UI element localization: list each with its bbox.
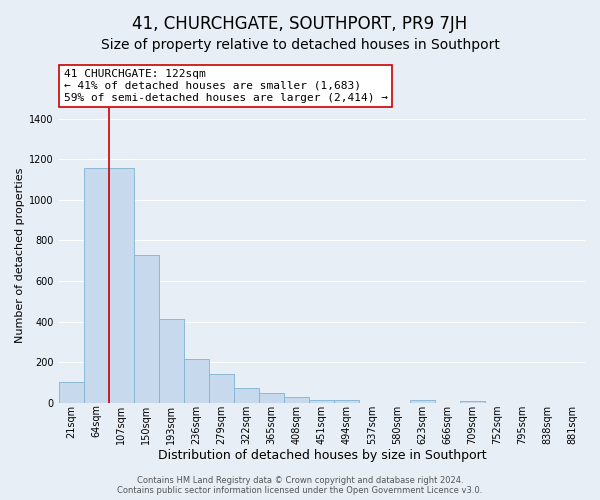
Text: Contains HM Land Registry data © Crown copyright and database right 2024.
Contai: Contains HM Land Registry data © Crown c… [118, 476, 482, 495]
X-axis label: Distribution of detached houses by size in Southport: Distribution of detached houses by size … [158, 450, 486, 462]
Bar [209, 374, 234, 403]
Bar [309, 400, 334, 403]
Bar [410, 400, 434, 403]
Bar [109, 168, 134, 403]
Bar [159, 318, 184, 403]
Bar [460, 401, 485, 403]
Bar [234, 388, 259, 403]
Y-axis label: Number of detached properties: Number of detached properties [15, 168, 25, 344]
Bar [84, 168, 109, 403]
Text: 41 CHURCHGATE: 122sqm
← 41% of detached houses are smaller (1,683)
59% of semi-d: 41 CHURCHGATE: 122sqm ← 41% of detached … [64, 70, 388, 102]
Bar [59, 382, 84, 403]
Bar [284, 397, 309, 403]
Bar [184, 360, 209, 403]
Bar [334, 400, 359, 403]
Bar [134, 254, 159, 403]
Bar [259, 393, 284, 403]
Text: 41, CHURCHGATE, SOUTHPORT, PR9 7JH: 41, CHURCHGATE, SOUTHPORT, PR9 7JH [133, 15, 467, 33]
Text: Size of property relative to detached houses in Southport: Size of property relative to detached ho… [101, 38, 499, 52]
